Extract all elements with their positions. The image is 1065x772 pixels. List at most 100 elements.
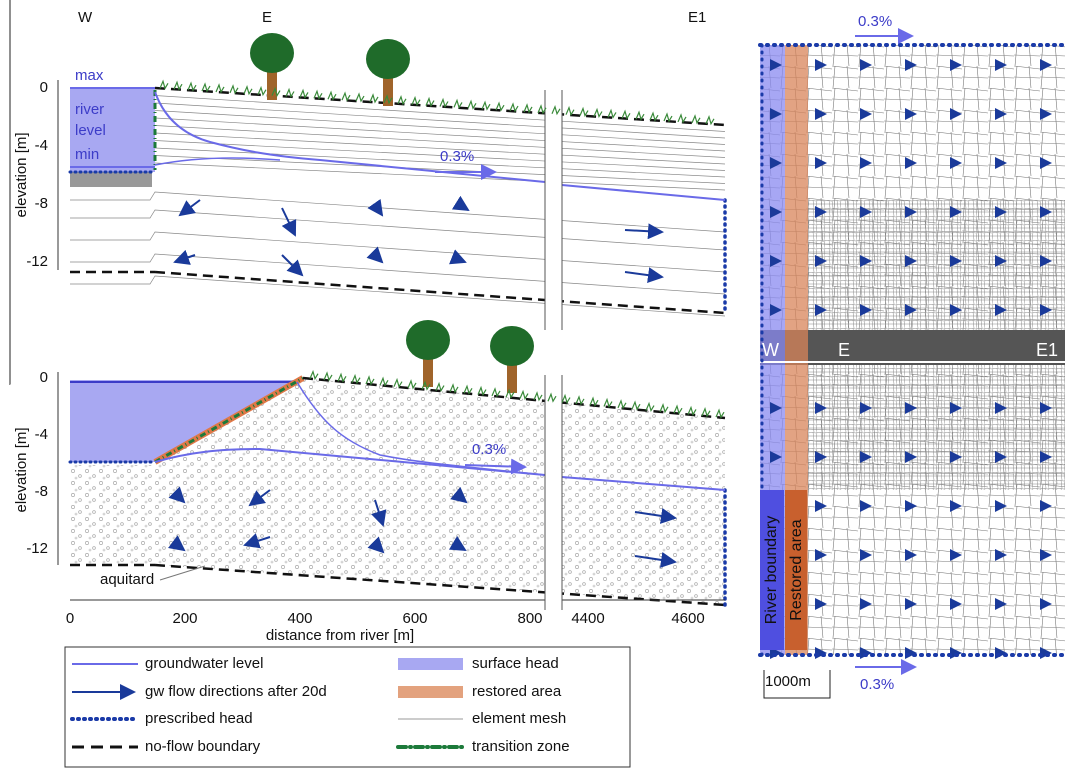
scale-bar xyxy=(763,670,831,699)
flow-arrow xyxy=(995,59,1007,71)
flow-arrow xyxy=(815,598,827,610)
x-tick-label: 800 xyxy=(517,610,542,627)
flow-arrow xyxy=(634,508,677,524)
flow-arrow xyxy=(451,195,470,212)
aquitard-label: aquitard xyxy=(100,571,154,588)
grass xyxy=(159,79,169,90)
grass xyxy=(467,99,477,110)
flow-arrow xyxy=(995,500,1007,512)
flow-arrow xyxy=(1040,647,1052,659)
flow-arrow xyxy=(281,254,304,277)
y-tick-label: -4 xyxy=(35,137,48,154)
river-level-label: min xyxy=(75,146,99,163)
tree-trunk xyxy=(423,355,433,387)
flow-arrow xyxy=(950,157,962,169)
grass xyxy=(439,97,449,108)
legend-label: transition zone xyxy=(472,738,570,755)
label-w: W xyxy=(78,9,93,26)
flow-arrow xyxy=(815,108,827,120)
y-tick-label: -8 xyxy=(35,195,48,212)
slope-arrow xyxy=(464,458,527,475)
grass xyxy=(705,114,715,126)
flow-arrow xyxy=(815,59,827,71)
flow-arrow xyxy=(1040,108,1052,120)
restored-area-box xyxy=(785,490,807,650)
y-tick-label: -8 xyxy=(35,483,48,500)
flow-arrow xyxy=(450,486,468,504)
flow-arrow xyxy=(634,552,677,568)
grass xyxy=(523,103,533,114)
legend-swatch xyxy=(398,658,463,670)
flow-arrow xyxy=(770,206,782,218)
grass xyxy=(477,385,487,397)
flow-arrow xyxy=(178,199,201,217)
flow-arrow xyxy=(815,451,827,463)
grass xyxy=(519,389,529,401)
flow-arrow xyxy=(860,157,872,169)
label-e: E xyxy=(262,9,272,26)
flow-arrow xyxy=(905,108,917,120)
flow-arrow xyxy=(860,304,872,316)
flow-arrow xyxy=(950,59,962,71)
flow-arrow xyxy=(1040,59,1052,71)
grass xyxy=(215,83,225,94)
flow-arrow xyxy=(950,304,962,316)
tree-trunk xyxy=(507,361,517,393)
grass xyxy=(369,93,379,104)
grass xyxy=(663,112,673,123)
grass xyxy=(285,87,295,98)
tree-trunk xyxy=(383,74,393,106)
y-tick-label: -12 xyxy=(26,253,48,270)
grass xyxy=(271,86,281,98)
label-w: W xyxy=(762,340,779,360)
flow-arrow xyxy=(995,255,1007,267)
flow-arrow xyxy=(995,206,1007,218)
break-gap xyxy=(545,80,562,625)
mesh-line xyxy=(154,155,726,184)
slope-label: 0.3% xyxy=(440,148,474,165)
flow-arrow xyxy=(371,499,387,527)
tree-trunk xyxy=(267,68,277,100)
grass xyxy=(323,371,333,382)
mesh-line xyxy=(154,110,726,145)
grass xyxy=(355,92,365,103)
flow-arrow xyxy=(815,206,827,218)
grass xyxy=(463,384,473,395)
grass xyxy=(327,90,337,101)
groundwater-level xyxy=(154,157,281,166)
x-axis-title: distance from river [m] xyxy=(266,627,414,644)
grass xyxy=(607,108,617,119)
tree-crown xyxy=(250,33,294,73)
grass xyxy=(435,381,445,393)
grass xyxy=(659,403,669,414)
grass xyxy=(649,111,659,122)
grass xyxy=(425,96,435,108)
legend: groundwater level surface head gw flow d… xyxy=(64,646,631,768)
grass xyxy=(631,400,641,411)
grass xyxy=(337,372,347,383)
flow-arrow xyxy=(1040,500,1052,512)
grass xyxy=(593,107,603,118)
flow-arrow xyxy=(905,549,917,561)
river-level-label: max xyxy=(75,67,104,84)
flow-arrow xyxy=(860,108,872,120)
flow-arrow xyxy=(905,255,917,267)
grass xyxy=(491,387,501,398)
mesh-line xyxy=(70,191,726,233)
flow-arrow xyxy=(950,206,962,218)
flow-arrow xyxy=(168,486,186,504)
label-e: E xyxy=(838,340,850,360)
grass xyxy=(453,98,463,109)
grass xyxy=(537,104,547,115)
flow-arrow xyxy=(995,598,1007,610)
tree-crown xyxy=(406,320,450,360)
flow-arrow xyxy=(995,402,1007,414)
grass xyxy=(645,401,655,413)
flow-arrow xyxy=(905,59,917,71)
river-boundary-label: River boundary xyxy=(763,516,780,625)
dense-mesh xyxy=(760,330,1065,365)
flow-arrow xyxy=(995,304,1007,316)
flow-arrow xyxy=(860,255,872,267)
river-level-label: level xyxy=(75,122,106,139)
groundwater-level xyxy=(154,91,546,183)
